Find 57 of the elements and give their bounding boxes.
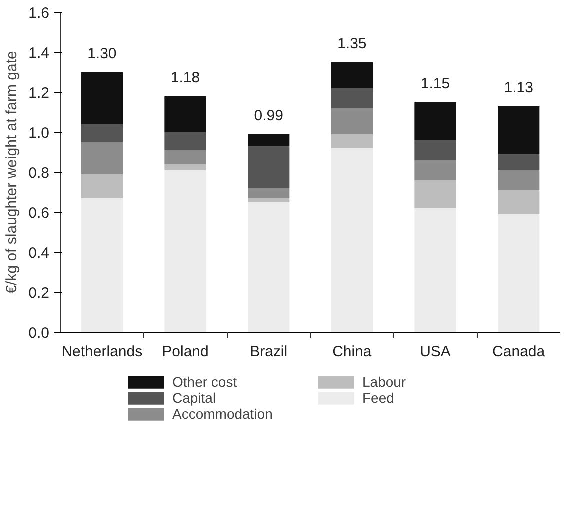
bar — [164, 132, 206, 150]
bar — [248, 202, 290, 332]
bar — [498, 170, 540, 190]
bar — [81, 72, 123, 124]
y-tick-label: 0.6 — [28, 205, 50, 222]
bar — [414, 140, 456, 160]
bar — [331, 148, 373, 332]
bar — [81, 198, 123, 332]
bar — [498, 154, 540, 170]
x-tick-label: Poland — [162, 344, 209, 360]
bar — [331, 62, 373, 88]
bar — [331, 134, 373, 148]
y-tick-label: 1.4 — [28, 45, 50, 62]
bar — [248, 146, 290, 188]
bar — [248, 198, 290, 202]
y-tick-label: 0.4 — [28, 245, 50, 262]
y-tick-label: 0.2 — [28, 285, 50, 302]
bar — [414, 160, 456, 180]
bar — [498, 214, 540, 332]
legend-label: Accommodation — [172, 406, 274, 422]
y-tick-label: 1.6 — [28, 5, 50, 22]
bar — [414, 102, 456, 140]
legend-label: Capital — [172, 390, 218, 406]
y-axis-title: €/kg of slaughter weight at farm gate — [4, 51, 21, 294]
x-tick-label: Canada — [492, 344, 546, 360]
total-label: 1.30 — [88, 46, 117, 62]
total-label: 1.15 — [420, 76, 450, 92]
total-label: 1.35 — [338, 36, 367, 52]
x-tick-label: Netherlands — [62, 344, 143, 360]
legend-label: Feed — [362, 390, 396, 406]
x-tick-label: Brazil — [250, 344, 288, 360]
y-tick-label: 0.0 — [28, 325, 50, 342]
bar — [164, 150, 206, 164]
x-tick-label: USA — [420, 344, 451, 360]
bar — [164, 170, 206, 332]
y-tick-label: 1.0 — [28, 125, 50, 142]
bar — [414, 180, 456, 208]
total-label: 1.18 — [170, 70, 200, 86]
y-tick-label: 0.8 — [28, 165, 50, 182]
bar — [164, 164, 206, 170]
bar — [498, 190, 540, 214]
legend-label: Labour — [362, 374, 408, 390]
bar — [81, 142, 123, 174]
bar — [248, 188, 290, 198]
bar — [164, 96, 206, 132]
bar — [498, 106, 540, 154]
bar — [331, 88, 373, 108]
bar — [414, 208, 456, 332]
bar — [81, 174, 123, 198]
x-tick-label: China — [332, 344, 372, 360]
total-label: 1.13 — [504, 80, 534, 96]
total-label: 0.99 — [254, 108, 284, 124]
bar — [248, 134, 290, 146]
bar — [81, 124, 123, 142]
bar — [331, 108, 373, 134]
legend-label: Other cost — [172, 374, 238, 390]
y-tick-label: 1.2 — [28, 85, 50, 102]
